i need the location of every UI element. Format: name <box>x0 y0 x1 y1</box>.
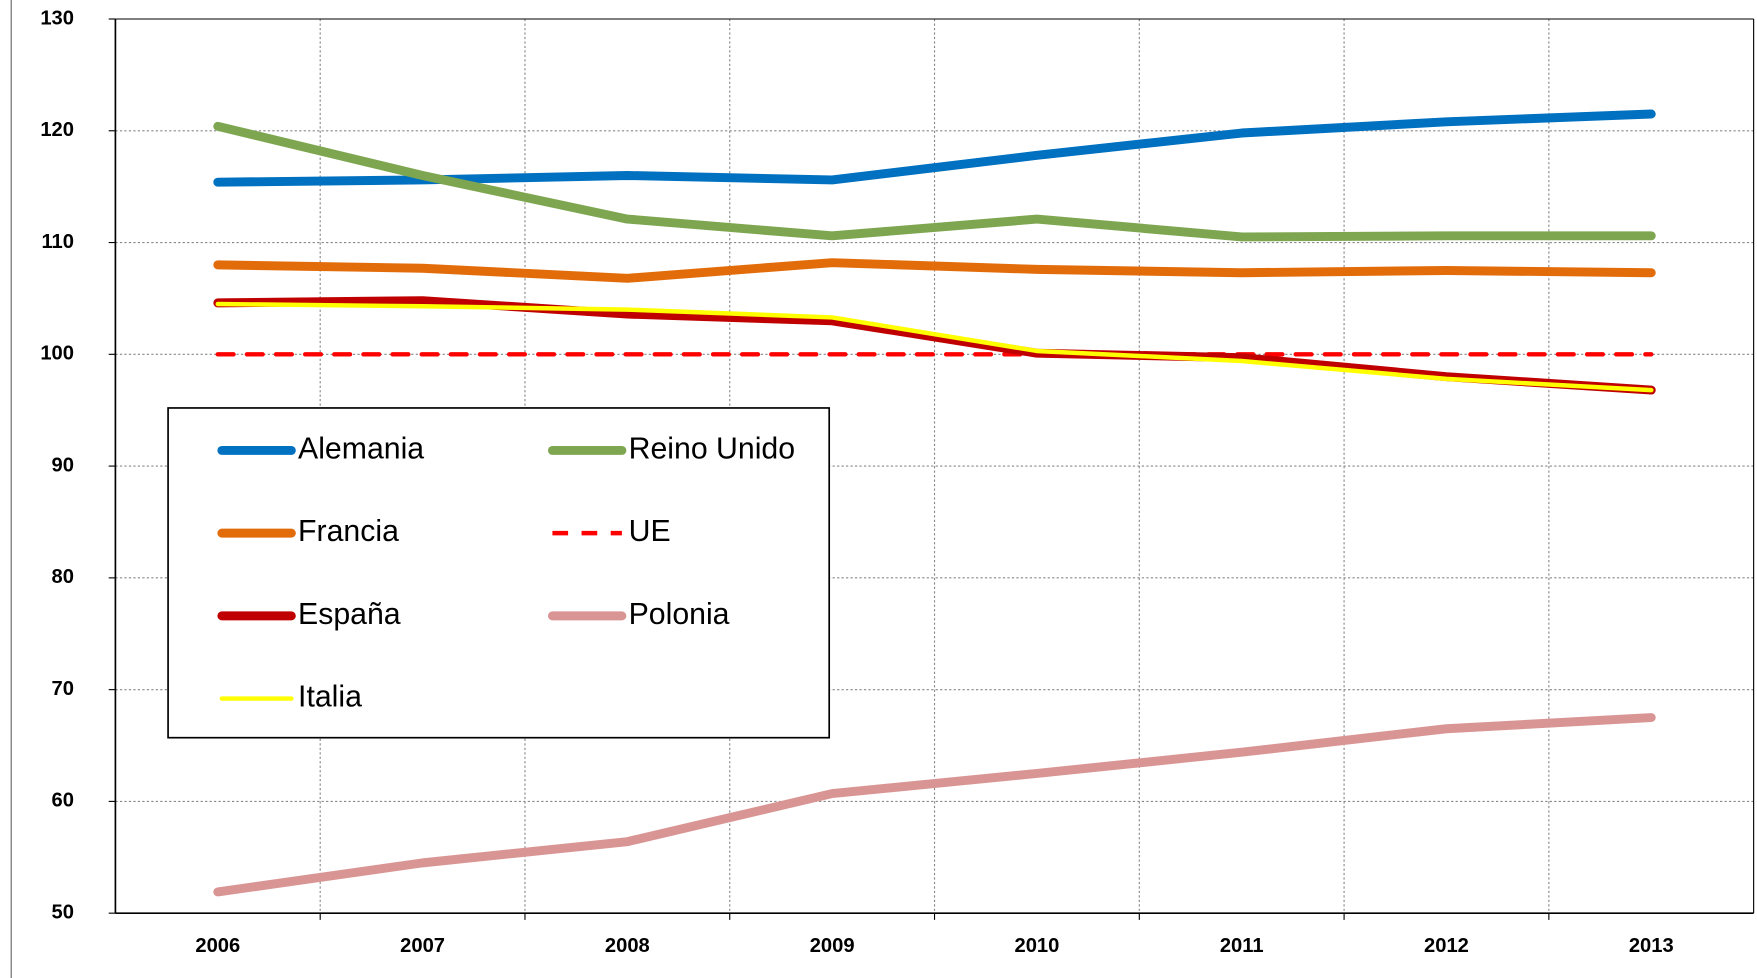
legend-label: Reino Unido <box>629 432 795 465</box>
x-tick-label: 2011 <box>1220 935 1264 957</box>
legend-label: UE <box>629 515 671 548</box>
y-tick-label: 120 <box>40 119 74 141</box>
legend-label: Polonia <box>629 598 730 631</box>
y-tick-label: 50 <box>52 901 74 923</box>
x-tick-label: 2010 <box>1014 935 1059 957</box>
x-tick-label: 2012 <box>1424 935 1469 957</box>
y-tick-label: 80 <box>52 566 74 588</box>
y-tick-label: 90 <box>52 454 74 476</box>
x-tick-label: 2008 <box>605 935 650 957</box>
legend-label: España <box>298 598 401 631</box>
series-line <box>213 121 1656 242</box>
legend-label: Francia <box>298 515 399 548</box>
y-tick-label: 60 <box>52 790 74 812</box>
legend-label: Alemania <box>298 432 424 465</box>
series-line <box>215 301 1654 393</box>
x-tick-label: 2007 <box>400 935 445 957</box>
x-tick-label: 2013 <box>1629 935 1674 957</box>
y-tick-label: 110 <box>41 231 74 253</box>
x-tick-label: 2009 <box>810 935 855 957</box>
series-line <box>213 713 1656 897</box>
series-line <box>213 109 1656 187</box>
y-tick-label: 70 <box>52 678 74 700</box>
series-line <box>213 296 1656 395</box>
legend: Alemania Reino Unido Francia UE España Poloni… <box>167 407 831 739</box>
series-line <box>213 258 1656 283</box>
y-tick-label: 130 <box>40 7 74 29</box>
legend-box <box>167 407 831 739</box>
x-tick-label: 2006 <box>195 935 240 957</box>
y-tick-label: 100 <box>40 343 74 365</box>
legend-label: Italia <box>298 681 362 714</box>
